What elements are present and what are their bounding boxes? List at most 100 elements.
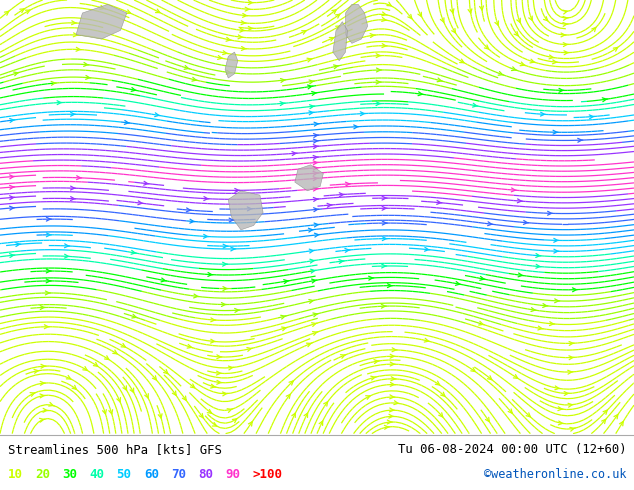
FancyArrowPatch shape <box>543 17 548 21</box>
FancyArrowPatch shape <box>155 113 160 117</box>
FancyArrowPatch shape <box>161 278 167 282</box>
FancyArrowPatch shape <box>309 105 315 109</box>
FancyArrowPatch shape <box>387 2 391 6</box>
FancyArrowPatch shape <box>145 393 148 398</box>
FancyArrowPatch shape <box>390 395 395 399</box>
FancyArrowPatch shape <box>286 394 290 399</box>
FancyArrowPatch shape <box>204 196 209 200</box>
FancyArrowPatch shape <box>377 68 382 72</box>
FancyArrowPatch shape <box>223 392 228 396</box>
FancyArrowPatch shape <box>207 410 212 413</box>
FancyArrowPatch shape <box>40 306 45 310</box>
FancyArrowPatch shape <box>311 279 317 283</box>
FancyArrowPatch shape <box>387 420 392 424</box>
FancyArrowPatch shape <box>484 45 489 49</box>
FancyArrowPatch shape <box>187 344 193 348</box>
FancyArrowPatch shape <box>307 85 313 89</box>
FancyArrowPatch shape <box>235 309 240 312</box>
FancyArrowPatch shape <box>132 314 138 318</box>
FancyArrowPatch shape <box>113 350 117 354</box>
FancyArrowPatch shape <box>138 201 143 205</box>
Text: 70: 70 <box>171 468 186 481</box>
FancyArrowPatch shape <box>172 391 176 395</box>
FancyArrowPatch shape <box>247 207 252 211</box>
FancyArrowPatch shape <box>249 0 254 4</box>
Polygon shape <box>295 165 323 191</box>
Polygon shape <box>228 191 263 230</box>
FancyArrowPatch shape <box>40 394 45 398</box>
FancyArrowPatch shape <box>46 217 51 221</box>
FancyArrowPatch shape <box>313 161 318 165</box>
FancyArrowPatch shape <box>93 363 98 366</box>
FancyArrowPatch shape <box>231 247 236 251</box>
FancyArrowPatch shape <box>346 182 351 186</box>
FancyArrowPatch shape <box>319 421 323 425</box>
FancyArrowPatch shape <box>425 247 430 251</box>
FancyArrowPatch shape <box>242 47 247 50</box>
FancyArrowPatch shape <box>479 6 484 10</box>
FancyArrowPatch shape <box>564 392 569 395</box>
Text: Streamlines 500 hPa [kts] GFS: Streamlines 500 hPa [kts] GFS <box>8 443 221 456</box>
FancyArrowPatch shape <box>57 101 62 105</box>
FancyArrowPatch shape <box>382 221 387 225</box>
FancyArrowPatch shape <box>460 59 464 63</box>
FancyArrowPatch shape <box>468 9 472 13</box>
FancyArrowPatch shape <box>152 376 157 380</box>
FancyArrowPatch shape <box>371 376 376 380</box>
FancyArrowPatch shape <box>67 375 71 379</box>
FancyArrowPatch shape <box>381 304 386 308</box>
FancyArrowPatch shape <box>517 199 522 203</box>
FancyArrowPatch shape <box>289 381 293 385</box>
FancyArrowPatch shape <box>553 238 559 242</box>
FancyArrowPatch shape <box>589 115 595 119</box>
FancyArrowPatch shape <box>472 103 478 107</box>
Polygon shape <box>225 52 238 78</box>
FancyArrowPatch shape <box>569 342 574 345</box>
FancyArrowPatch shape <box>44 325 49 329</box>
FancyArrowPatch shape <box>292 413 295 417</box>
FancyArrowPatch shape <box>471 368 475 371</box>
FancyArrowPatch shape <box>550 322 555 325</box>
FancyArrowPatch shape <box>568 403 573 407</box>
FancyArrowPatch shape <box>311 323 317 326</box>
FancyArrowPatch shape <box>226 70 231 74</box>
FancyArrowPatch shape <box>552 60 558 64</box>
FancyArrowPatch shape <box>307 58 313 62</box>
FancyArrowPatch shape <box>376 80 381 84</box>
FancyArrowPatch shape <box>130 388 134 392</box>
FancyArrowPatch shape <box>558 407 563 411</box>
FancyArrowPatch shape <box>313 187 318 191</box>
FancyArrowPatch shape <box>103 410 107 414</box>
FancyArrowPatch shape <box>124 121 129 124</box>
FancyArrowPatch shape <box>418 92 424 96</box>
FancyArrowPatch shape <box>479 321 484 325</box>
FancyArrowPatch shape <box>529 16 533 21</box>
FancyArrowPatch shape <box>306 343 312 347</box>
FancyArrowPatch shape <box>4 11 9 15</box>
FancyArrowPatch shape <box>281 327 287 331</box>
FancyArrowPatch shape <box>83 367 87 370</box>
FancyArrowPatch shape <box>450 9 454 13</box>
FancyArrowPatch shape <box>441 392 445 396</box>
FancyArrowPatch shape <box>603 410 607 415</box>
FancyArrowPatch shape <box>314 223 320 227</box>
FancyArrowPatch shape <box>314 122 320 126</box>
FancyArrowPatch shape <box>70 112 75 116</box>
FancyArrowPatch shape <box>382 237 387 241</box>
FancyArrowPatch shape <box>389 408 395 412</box>
FancyArrowPatch shape <box>183 396 186 400</box>
FancyArrowPatch shape <box>382 12 387 16</box>
FancyArrowPatch shape <box>313 332 318 335</box>
FancyArrowPatch shape <box>309 249 314 253</box>
FancyArrowPatch shape <box>573 288 578 292</box>
FancyArrowPatch shape <box>49 402 55 406</box>
FancyArrowPatch shape <box>309 111 314 115</box>
FancyArrowPatch shape <box>46 269 51 273</box>
FancyArrowPatch shape <box>243 13 248 17</box>
FancyArrowPatch shape <box>304 413 307 417</box>
FancyArrowPatch shape <box>308 228 314 232</box>
FancyArrowPatch shape <box>100 5 105 9</box>
FancyArrowPatch shape <box>441 18 444 22</box>
FancyArrowPatch shape <box>65 254 70 258</box>
FancyArrowPatch shape <box>559 421 564 425</box>
